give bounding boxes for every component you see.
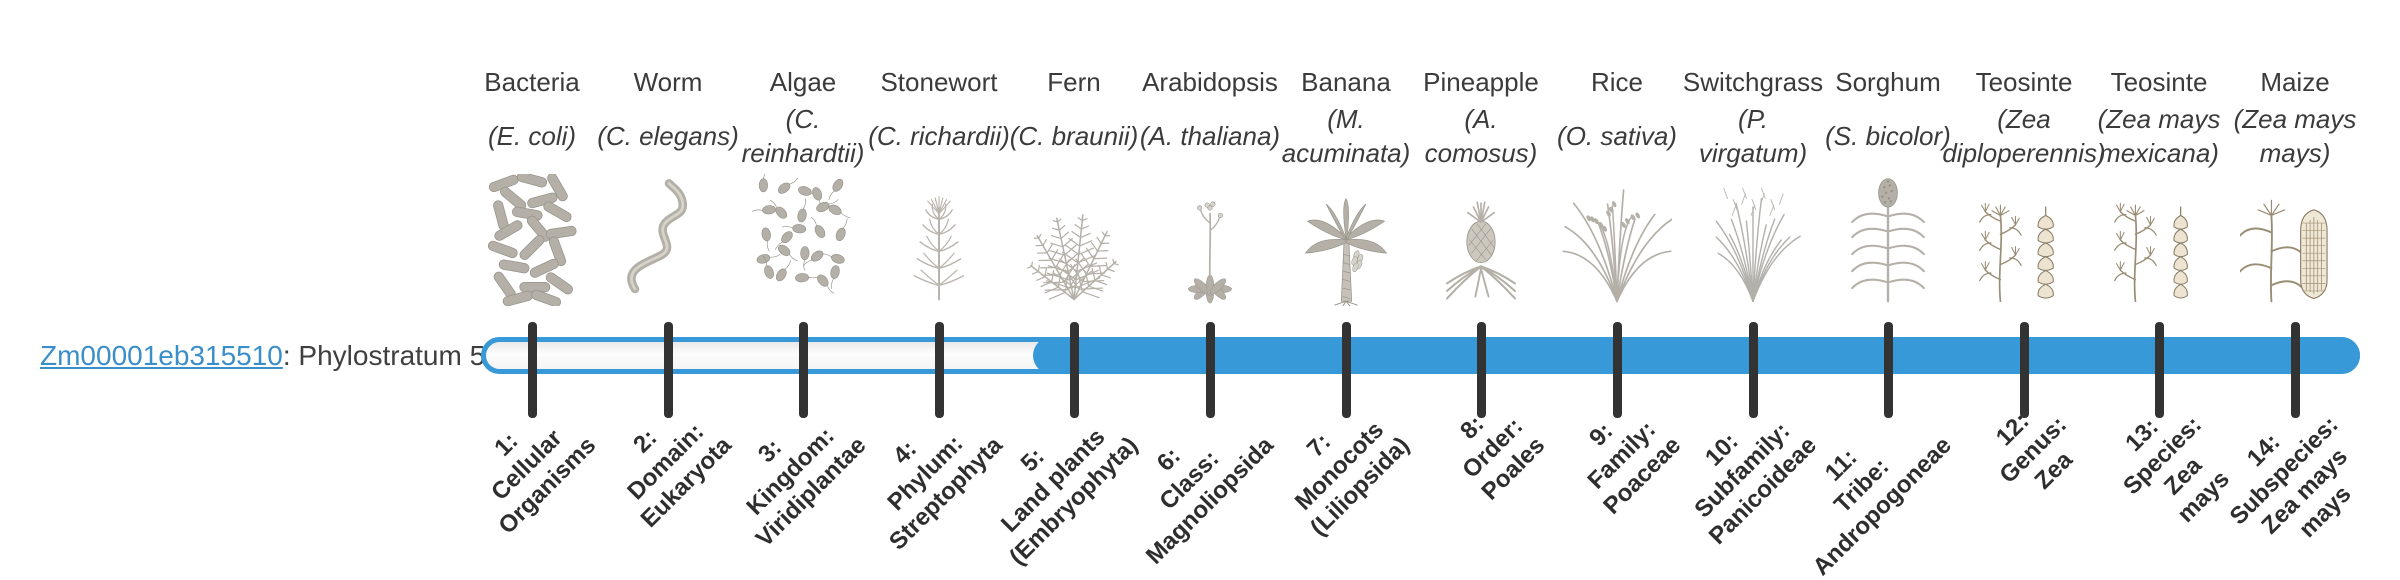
organism-name: Bacteria <box>484 67 580 97</box>
timeline-tick <box>2020 322 2029 418</box>
timeline-tick <box>2291 322 2300 418</box>
rank-label: 7: Monocots (Liliopsida) <box>1289 416 1415 542</box>
maize-icon <box>2240 170 2350 306</box>
organism-name: Teosinte <box>2110 67 2208 97</box>
timeline-fill <box>1033 337 2360 374</box>
timeline-tick <box>1206 322 1215 418</box>
scientific-name: (O. sativa) <box>1557 121 1677 151</box>
timeline-tick <box>1477 322 1486 418</box>
scientific-name: (M. acuminata) <box>1281 104 1411 168</box>
scientific-name: (S. bicolor) <box>1825 121 1951 151</box>
timeline-tick <box>1070 322 1079 418</box>
scientific-name: (Zea mays mexicana) <box>2097 104 2221 168</box>
organism-name: Arabidopsis <box>1142 67 1278 97</box>
banana-icon <box>1291 170 1401 306</box>
organism-name: Stonewort <box>880 67 998 97</box>
timeline-tick <box>799 322 808 418</box>
gene-label: Zm00001eb315510: Phylostratum 5 <box>40 339 485 373</box>
scientific-name: (C. elegans) <box>597 121 739 151</box>
rank-label: 14: Subspecies: Zea mays mays <box>2224 411 2357 544</box>
scientific-name: (Zea diploperennis) <box>1942 104 2106 168</box>
switchgrass-icon <box>1698 170 1808 306</box>
timeline-tick <box>2155 322 2164 418</box>
scientific-name: (C. reinhardtii) <box>741 104 865 168</box>
organism-name: Algae <box>769 67 837 97</box>
bacteria-icon <box>477 170 587 306</box>
organism-name: Maize <box>2260 67 2330 97</box>
scientific-name: (Zea mays mays) <box>2233 104 2357 168</box>
rank-label: 8: Order: Poales <box>1454 410 1550 506</box>
organism-name: Sorghum <box>1835 67 1941 97</box>
organism-name: Pineapple <box>1423 67 1539 97</box>
sorghum-icon <box>1833 170 1943 306</box>
stonewort-icon <box>884 170 994 306</box>
arabidopsis-icon <box>1155 170 1265 306</box>
organism-name: Teosinte <box>1975 67 2073 97</box>
rank-label: 3: Kingdom: Viridiplantae <box>741 422 872 553</box>
rank-label: 6: Class: Magnoliopsida <box>1140 431 1279 570</box>
timeline-tick <box>1613 322 1622 418</box>
scientific-name: (E. coli) <box>487 121 577 151</box>
organism-name: Banana <box>1301 67 1391 97</box>
worm-icon <box>613 170 723 306</box>
fern-icon <box>1019 170 1129 306</box>
timeline-tick <box>935 322 944 418</box>
rank-label: 12: Genus: Zea <box>1991 407 2079 495</box>
pineapple-icon <box>1426 170 1536 306</box>
organism-name: Switchgrass <box>1682 67 1824 97</box>
timeline-tick <box>1884 322 1893 418</box>
organism-name: Worm <box>633 67 703 97</box>
timeline-tick <box>1342 322 1351 418</box>
scientific-name: (C. richardii) <box>868 121 1010 151</box>
rank-label: 2: Domain: Eukaryota <box>622 418 737 533</box>
organism-name: Fern <box>1047 67 1101 97</box>
timeline-tick <box>664 322 673 418</box>
scientific-name: (A. thaliana) <box>1139 121 1281 151</box>
scientific-name: (A. comosus) <box>1424 104 1538 168</box>
rank-label: 11: Tribe: Andropogoneae <box>1807 431 1957 580</box>
rank-label: 1: Cellular Organisms <box>485 424 601 540</box>
organism-name: Rice <box>1590 67 1643 97</box>
scientific-name: (C. braunii) <box>1009 121 1139 151</box>
gene-phylostratum-text: : Phylostratum 5 <box>282 340 486 371</box>
timeline-tick <box>1749 322 1758 418</box>
timeline-tick <box>528 322 537 418</box>
rank-label: 9: Family: Poaceae <box>1582 415 1686 520</box>
teosinte-diploperennis-icon <box>1969 170 2079 306</box>
teosinte-mexicana-icon <box>2104 170 2214 306</box>
scientific-name: (P. virgatum) <box>1698 104 1808 168</box>
gene-link[interactable]: Zm00001eb315510 <box>40 340 283 371</box>
rice-icon <box>1562 170 1672 306</box>
algae-icon <box>748 170 858 306</box>
rank-label: 5: Land plants (Embryophyta) <box>995 423 1143 571</box>
